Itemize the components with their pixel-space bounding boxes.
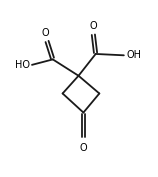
Text: O: O xyxy=(42,28,49,38)
Text: O: O xyxy=(80,142,87,153)
Text: OH: OH xyxy=(126,50,141,60)
Text: O: O xyxy=(89,21,97,31)
Text: HO: HO xyxy=(15,60,30,70)
